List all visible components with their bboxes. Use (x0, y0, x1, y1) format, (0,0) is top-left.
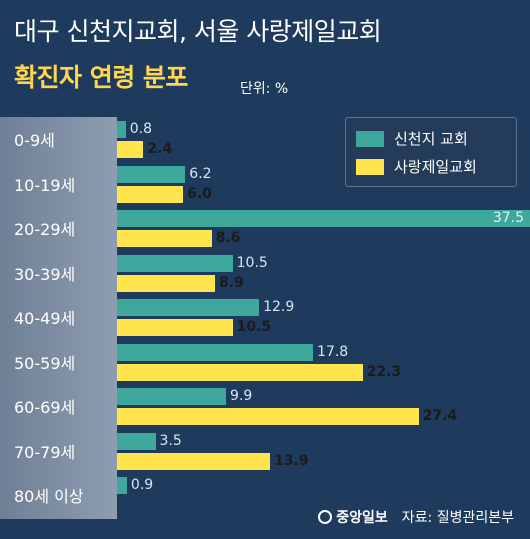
bar-series2 (117, 274, 216, 292)
source-text: 자료: 질병관리본부 (401, 510, 514, 526)
bar-series2 (117, 185, 184, 203)
value-label-series2: 8.9 (219, 274, 244, 291)
source-footer: 중앙일보 자료: 질병관리본부 (318, 507, 514, 527)
legend-item-series1: 신천지 교회 (356, 128, 468, 149)
value-label-series2: 2.4 (147, 141, 173, 157)
chart-subtitle: 확진자 연령 분포 (14, 63, 188, 92)
bar-series1 (117, 210, 530, 227)
legend: 신천지 교회 사랑제일교회 (345, 117, 517, 187)
category-label: 10-19세 (14, 175, 76, 195)
category-label: 30-39세 (14, 264, 76, 284)
value-label-series1: 17.8 (317, 343, 349, 360)
category-label: 60-69세 (14, 398, 76, 417)
value-label-series1: 0.8 (129, 121, 153, 137)
value-label-series2: 13.9 (274, 452, 309, 469)
bar-series1 (117, 477, 127, 494)
legend-item-series2: 사랑제일교회 (356, 156, 477, 177)
category-label: 70-79세 (14, 442, 76, 462)
unit-label: 단위: % (240, 81, 289, 97)
bar-series2 (117, 452, 271, 470)
value-label-series1: 12.9 (263, 299, 295, 315)
value-label-series1: 9.9 (230, 388, 253, 404)
category-label: 40-49세 (14, 309, 76, 328)
bar-series1 (117, 388, 227, 405)
legend-swatch-series2 (356, 158, 384, 175)
bar-series2 (117, 408, 419, 425)
publisher-logo-text: 중앙일보 (336, 510, 388, 526)
bar-series1 (117, 121, 126, 138)
value-label-series1: 6.2 (189, 165, 212, 182)
bar-series1 (117, 432, 156, 450)
value-label-series1: 3.5 (159, 432, 182, 449)
category-label: 20-29세 (14, 220, 76, 239)
bar-series1 (117, 343, 314, 361)
chart-title: 대구 신천지교회, 서울 사랑제일교회 (14, 17, 382, 46)
value-label-series1: 10.5 (236, 254, 268, 271)
value-label-series2: 10.5 (236, 319, 272, 335)
value-label-series1: 0.9 (130, 477, 154, 493)
category-label: 80세 이상 (14, 487, 84, 506)
bar-series2 (117, 319, 233, 336)
bar-series1 (117, 165, 186, 183)
legend-label-series1: 신천지 교회 (394, 130, 468, 148)
value-label-series2: 8.6 (215, 230, 241, 246)
bar-series2 (117, 363, 363, 381)
category-label: 0-9세 (14, 131, 55, 150)
legend-swatch-series1 (356, 130, 384, 147)
legend-label-series2: 사랑제일교회 (394, 158, 477, 176)
bar-series2 (117, 141, 144, 158)
bar-series2 (117, 230, 212, 247)
category-label: 50-59세 (14, 353, 76, 373)
publisher-logo-icon (318, 510, 333, 524)
bar-series1 (117, 299, 260, 316)
value-label-series2: 22.3 (366, 363, 402, 380)
publisher-logo: 중앙일보 (318, 507, 388, 527)
value-label-series2: 6.0 (187, 185, 212, 202)
bar-series1 (117, 254, 233, 272)
value-label-series2: 27.4 (422, 408, 458, 424)
value-label-series1: 37.5 (492, 210, 524, 226)
category-strip (0, 117, 117, 519)
